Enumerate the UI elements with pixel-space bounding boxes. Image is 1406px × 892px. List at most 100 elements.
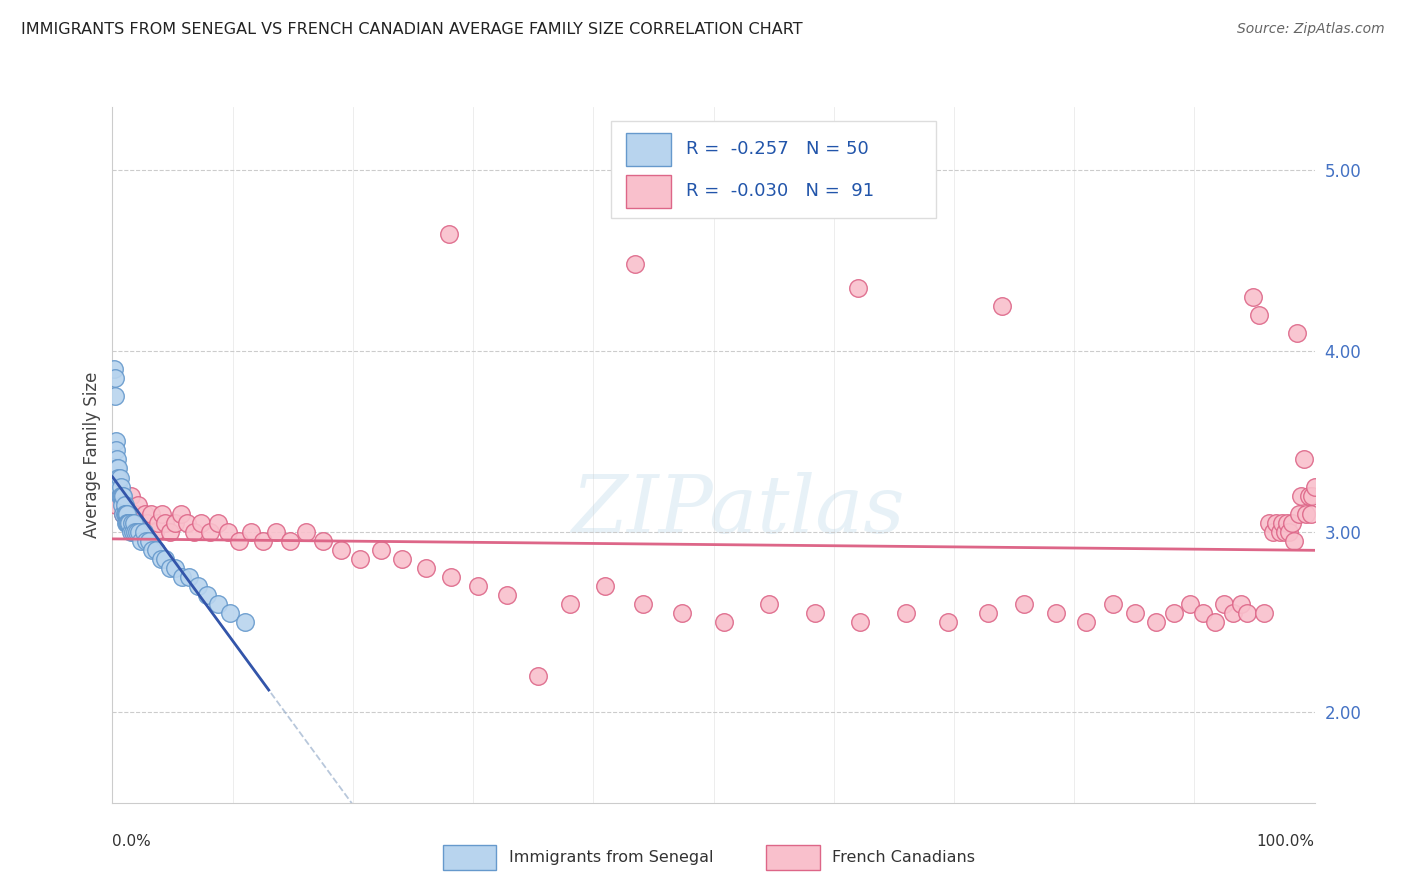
Point bbox=[1101, 597, 1123, 611]
Point bbox=[1271, 516, 1294, 530]
Point bbox=[624, 257, 647, 271]
Point bbox=[437, 227, 460, 241]
Point bbox=[110, 489, 132, 503]
FancyBboxPatch shape bbox=[626, 133, 672, 166]
Point bbox=[1281, 516, 1303, 530]
Point bbox=[391, 551, 413, 566]
Text: R =  -0.257   N = 50: R = -0.257 N = 50 bbox=[686, 140, 869, 159]
Point bbox=[1204, 615, 1226, 629]
Point bbox=[1253, 606, 1275, 620]
Point bbox=[110, 489, 132, 503]
Point bbox=[495, 588, 517, 602]
Point bbox=[145, 542, 167, 557]
Point bbox=[112, 507, 135, 521]
Point bbox=[104, 389, 127, 403]
Point bbox=[1303, 479, 1326, 493]
Point bbox=[207, 597, 229, 611]
Point bbox=[122, 516, 145, 530]
Point bbox=[163, 516, 186, 530]
Point bbox=[131, 524, 153, 539]
Point bbox=[1258, 516, 1281, 530]
Point bbox=[991, 299, 1014, 313]
Point bbox=[139, 507, 162, 521]
Point bbox=[280, 533, 302, 548]
Point bbox=[440, 570, 463, 584]
Point bbox=[1299, 507, 1322, 521]
Point bbox=[217, 524, 239, 539]
Point bbox=[1292, 452, 1315, 467]
Point bbox=[1163, 606, 1185, 620]
Point bbox=[107, 461, 129, 475]
Point bbox=[136, 516, 159, 530]
Point bbox=[207, 516, 229, 530]
Point bbox=[118, 516, 141, 530]
Point bbox=[107, 470, 129, 484]
Point bbox=[976, 606, 998, 620]
Point bbox=[527, 669, 550, 683]
Point bbox=[1298, 489, 1320, 503]
Point bbox=[312, 533, 335, 548]
Text: R =  -0.030   N =  91: R = -0.030 N = 91 bbox=[686, 182, 875, 200]
Text: Source: ZipAtlas.com: Source: ZipAtlas.com bbox=[1237, 22, 1385, 37]
Point bbox=[105, 434, 128, 449]
Point bbox=[1278, 524, 1301, 539]
Text: Immigrants from Senegal: Immigrants from Senegal bbox=[509, 850, 713, 864]
Point bbox=[183, 524, 205, 539]
Point bbox=[107, 470, 129, 484]
Point bbox=[1275, 516, 1298, 530]
Point bbox=[114, 516, 136, 530]
Point bbox=[143, 524, 166, 539]
Point bbox=[131, 533, 153, 548]
Point bbox=[149, 551, 172, 566]
Point bbox=[197, 588, 219, 602]
Point bbox=[1261, 524, 1284, 539]
Point bbox=[1191, 606, 1213, 620]
Point bbox=[187, 579, 209, 593]
Point bbox=[846, 281, 869, 295]
Point bbox=[1222, 606, 1244, 620]
Point bbox=[1144, 615, 1167, 629]
Point bbox=[155, 551, 177, 566]
Point bbox=[110, 479, 132, 493]
Point bbox=[1125, 606, 1147, 620]
Point bbox=[190, 516, 212, 530]
Point bbox=[132, 524, 155, 539]
Point bbox=[228, 533, 250, 548]
Point bbox=[1268, 524, 1291, 539]
Point bbox=[141, 542, 163, 557]
Point bbox=[108, 470, 131, 484]
Point bbox=[114, 507, 136, 521]
Point bbox=[117, 507, 139, 521]
Point bbox=[120, 524, 142, 539]
Point bbox=[1285, 326, 1308, 340]
Point bbox=[370, 542, 392, 557]
Point bbox=[105, 498, 128, 512]
Point bbox=[1288, 507, 1310, 521]
Point bbox=[124, 524, 146, 539]
Point bbox=[176, 516, 198, 530]
Point bbox=[124, 507, 146, 521]
Point bbox=[159, 524, 181, 539]
Point bbox=[415, 561, 437, 575]
Point bbox=[107, 479, 129, 493]
Point bbox=[1236, 606, 1258, 620]
Point bbox=[264, 524, 287, 539]
Y-axis label: Average Family Size: Average Family Size bbox=[83, 372, 101, 538]
Point bbox=[111, 498, 134, 512]
Point bbox=[849, 615, 872, 629]
Point bbox=[631, 597, 654, 611]
Point bbox=[1213, 597, 1236, 611]
Point bbox=[122, 524, 145, 539]
Point bbox=[233, 615, 256, 629]
Point bbox=[125, 524, 148, 539]
Point bbox=[146, 516, 169, 530]
Point bbox=[114, 498, 136, 512]
Point bbox=[713, 615, 735, 629]
Text: ZIPatlas: ZIPatlas bbox=[571, 472, 904, 549]
Point bbox=[349, 551, 371, 566]
Point bbox=[111, 489, 134, 503]
Point bbox=[1282, 533, 1305, 548]
Point bbox=[560, 597, 582, 611]
Point bbox=[129, 516, 152, 530]
Point bbox=[170, 507, 193, 521]
